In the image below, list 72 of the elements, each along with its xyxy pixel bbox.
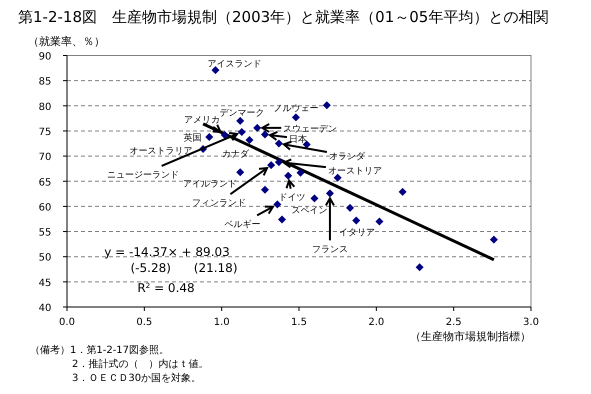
y-tick-label: 60 [38, 202, 52, 214]
point [296, 168, 305, 177]
y-tick-label: 55 [38, 228, 52, 239]
annotation: デンマーク [220, 108, 265, 118]
annotation: アイルランド [183, 180, 238, 190]
annotation: R$^{2}$ = 0.48 [137, 280, 195, 295]
y-tick-label: 40 [38, 303, 52, 314]
annotation: アイスランド [207, 60, 262, 70]
chart-title: 第1-2-18図 生産物市場規制（2003年）と就業率（01～05年平均）との相関 [18, 8, 548, 26]
annotation: ドイツ [278, 193, 306, 204]
point [238, 128, 246, 136]
point [292, 113, 300, 122]
annotation: 英国 [183, 132, 202, 144]
y-tick-label: 80 [38, 102, 52, 113]
x-tick-label: 0.0 [59, 317, 75, 328]
annotation: y = -14.37× + 89.03 [104, 245, 230, 259]
point [352, 216, 360, 224]
point [334, 174, 342, 182]
annotation: (-5.28) (21.18) [130, 261, 238, 275]
annotation: スウェーデン [283, 124, 338, 134]
annotation: ベルギー [224, 218, 260, 230]
point [322, 101, 331, 110]
x-axis-title: （生産物市場規制指標） [410, 330, 531, 343]
point [326, 189, 334, 198]
point [416, 263, 424, 272]
y-tick-label: 90 [38, 52, 52, 62]
point [253, 124, 262, 132]
annotation: フィンランド [192, 198, 246, 209]
y-tick-label: 50 [38, 252, 52, 264]
point [236, 116, 244, 125]
point [205, 132, 214, 141]
point [246, 136, 254, 144]
x-tick-label: 1.0 [214, 317, 230, 328]
annotation: イタリア [339, 228, 376, 238]
annotation: カナダ [222, 148, 250, 160]
point [260, 130, 269, 138]
annotation: ノルウェー [273, 104, 318, 114]
y-tick-label: 65 [38, 177, 52, 188]
point [274, 140, 283, 148]
text: 3．ＯＥＣＤ30か国を対象。 [72, 372, 202, 384]
point [310, 194, 318, 202]
annotation: ニュージーランド [106, 170, 179, 180]
x-tick-label: 1.5 [291, 317, 307, 328]
point [260, 186, 269, 194]
point [284, 172, 292, 180]
text: （備考）1．第1-2-17図参照。 [30, 344, 170, 356]
point [278, 215, 286, 224]
x-tick-label: 0.5 [136, 317, 152, 328]
y-tick-label: 85 [38, 76, 52, 88]
point [490, 236, 498, 244]
text: 2．推計式の（ ）内はｔ値。 [72, 358, 208, 370]
annotation: スペイン [291, 206, 328, 216]
x-tick-label: 2.0 [368, 317, 384, 328]
y-tick-label: 45 [38, 278, 52, 289]
y-tick-label: 70 [38, 152, 52, 164]
point [220, 130, 229, 139]
x-tick-label: 3.0 [523, 317, 539, 328]
annotation: オーストラリア [130, 146, 193, 157]
annotation: アメリカ [184, 115, 220, 126]
annotation: オランダ [328, 151, 366, 162]
point [346, 204, 354, 212]
point [274, 158, 283, 166]
point [267, 161, 276, 170]
y-tick-label: 75 [38, 126, 52, 138]
y-axis-title: （就業率、％） [28, 35, 105, 48]
point [375, 217, 384, 226]
point [273, 200, 282, 208]
x-tick-label: 2.5 [446, 317, 462, 328]
annotation: オーストリア [328, 166, 382, 177]
point [236, 168, 244, 176]
annotation: フランス [312, 244, 348, 255]
point [398, 188, 407, 196]
